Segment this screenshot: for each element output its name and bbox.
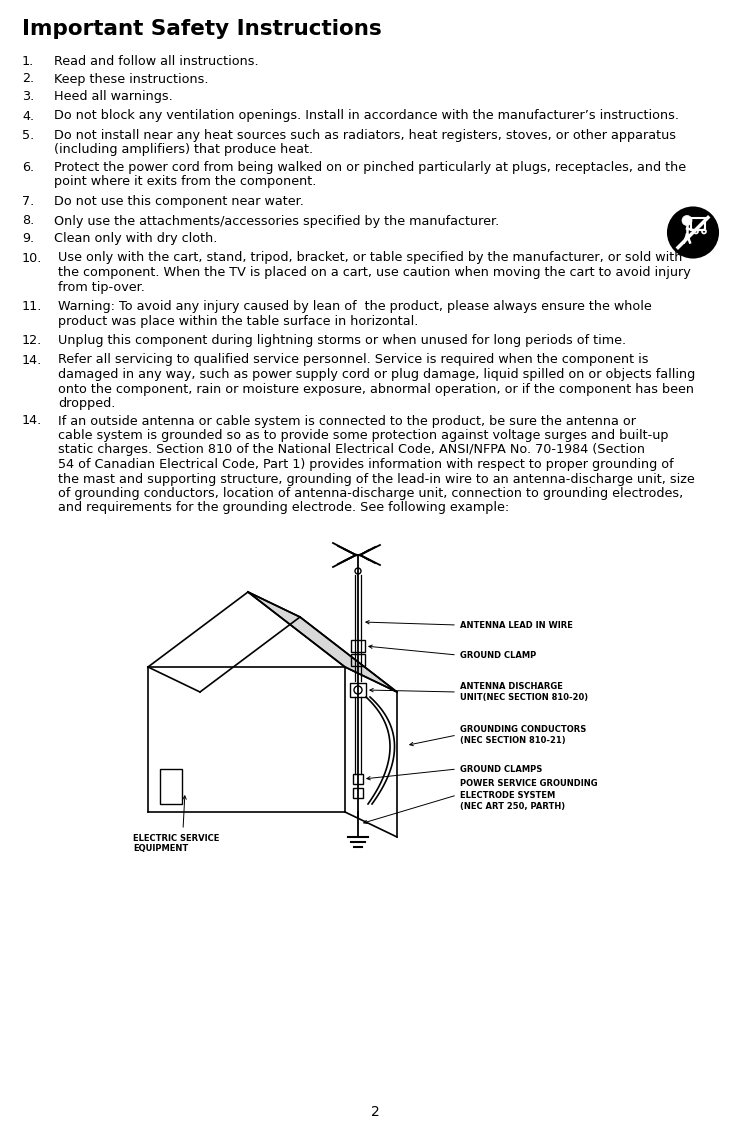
Text: 10.: 10. — [22, 252, 42, 264]
Text: the component. When the TV is placed on a cart, use caution when moving the cart: the component. When the TV is placed on … — [58, 266, 691, 279]
Text: damaged in any way, such as power supply cord or plug damage, liquid spilled on : damaged in any way, such as power supply… — [58, 369, 695, 381]
Text: 2: 2 — [370, 1105, 380, 1119]
Text: product was place within the table surface in horizontal.: product was place within the table surfa… — [58, 314, 419, 328]
Text: 2.: 2. — [22, 73, 34, 85]
Text: dropped.: dropped. — [58, 397, 116, 411]
Bar — [351, 640, 365, 652]
Text: Do not block any ventilation openings. Install in accordance with the manufactur: Do not block any ventilation openings. I… — [54, 110, 679, 122]
Bar — [691, 218, 705, 229]
Bar — [353, 788, 363, 798]
Text: Do not use this component near water.: Do not use this component near water. — [54, 195, 304, 208]
Text: Heed all warnings.: Heed all warnings. — [54, 90, 173, 103]
Text: Unplug this component during lightning storms or when unused for long periods of: Unplug this component during lightning s… — [58, 335, 626, 347]
Text: Read and follow all instructions.: Read and follow all instructions. — [54, 56, 259, 68]
Text: ELECTRIC SERVICE
EQUIPMENT: ELECTRIC SERVICE EQUIPMENT — [133, 833, 219, 854]
Text: ANTENNA LEAD IN WIRE: ANTENNA LEAD IN WIRE — [460, 620, 573, 629]
Text: 1.: 1. — [22, 56, 34, 68]
Circle shape — [668, 208, 718, 257]
Bar — [353, 775, 363, 784]
Text: 3.: 3. — [22, 90, 34, 103]
Text: 6.: 6. — [22, 161, 34, 174]
Text: from tip-over.: from tip-over. — [58, 280, 145, 294]
Text: cable system is grounded so as to provide some protection against voltage surges: cable system is grounded so as to provid… — [58, 429, 668, 442]
Text: Keep these instructions.: Keep these instructions. — [54, 73, 208, 85]
Text: Warning: To avoid any injury caused by lean of  the product, please always ensur: Warning: To avoid any injury caused by l… — [58, 301, 652, 313]
Text: 9.: 9. — [22, 232, 34, 245]
Text: 5.: 5. — [22, 129, 34, 142]
Text: 7.: 7. — [22, 195, 34, 208]
Text: ANTENNA DISCHARGE
UNIT(NEC SECTION 810-20): ANTENNA DISCHARGE UNIT(NEC SECTION 810-2… — [460, 682, 588, 702]
Text: 14.: 14. — [22, 415, 42, 428]
Text: Do not install near any heat sources such as radiators, heat registers, stoves, : Do not install near any heat sources suc… — [54, 129, 676, 142]
Bar — [160, 769, 182, 804]
Text: 11.: 11. — [22, 301, 42, 313]
Text: GROUNDING CONDUCTORS
(NEC SECTION 810-21): GROUNDING CONDUCTORS (NEC SECTION 810-21… — [460, 725, 586, 745]
Text: 8.: 8. — [22, 214, 34, 228]
Text: 12.: 12. — [22, 335, 42, 347]
Text: 54 of Canadian Electrical Code, Part 1) provides information with respect to pro: 54 of Canadian Electrical Code, Part 1) … — [58, 458, 674, 471]
Text: GROUND CLAMP: GROUND CLAMP — [460, 651, 536, 660]
Text: Only use the attachments/accessories specified by the manufacturer.: Only use the attachments/accessories spe… — [54, 214, 500, 228]
Text: Use only with the cart, stand, tripod, bracket, or table specified by the manufa: Use only with the cart, stand, tripod, b… — [58, 252, 682, 264]
Text: (including amplifiers) that produce heat.: (including amplifiers) that produce heat… — [54, 144, 314, 156]
Text: GROUND CLAMPS: GROUND CLAMPS — [460, 764, 542, 773]
Text: If an outside antenna or cable system is connected to the product, be sure the a: If an outside antenna or cable system is… — [58, 415, 636, 428]
Text: 14.: 14. — [22, 354, 42, 366]
Text: Protect the power cord from being walked on or pinched particularly at plugs, re: Protect the power cord from being walked… — [54, 161, 686, 174]
Text: onto the component, rain or moisture exposure, abnormal operation, or if the com: onto the component, rain or moisture exp… — [58, 382, 694, 396]
Text: of grounding conductors, location of antenna-discharge unit, connection to groun: of grounding conductors, location of ant… — [58, 486, 683, 500]
Polygon shape — [248, 592, 397, 692]
Bar — [351, 654, 365, 666]
Text: Refer all servicing to qualified service personnel. Service is required when the: Refer all servicing to qualified service… — [58, 354, 649, 366]
Text: 4.: 4. — [22, 110, 34, 122]
Circle shape — [682, 215, 692, 226]
Bar — [350, 683, 366, 697]
Text: the mast and supporting structure, grounding of the lead-in wire to an antenna-d: the mast and supporting structure, groun… — [58, 473, 695, 485]
Text: Clean only with dry cloth.: Clean only with dry cloth. — [54, 232, 217, 245]
Text: point where it exits from the component.: point where it exits from the component. — [54, 176, 316, 188]
Text: Important Safety Instructions: Important Safety Instructions — [22, 19, 382, 39]
Text: and requirements for the grounding electrode. See following example:: and requirements for the grounding elect… — [58, 501, 509, 515]
Text: POWER SERVICE GROUNDING
ELECTRODE SYSTEM
(NEC ART 250, PARTH): POWER SERVICE GROUNDING ELECTRODE SYSTEM… — [460, 779, 598, 811]
Text: static charges. Section 810 of the National Electrical Code, ANSI/NFPA No. 70-19: static charges. Section 810 of the Natio… — [58, 443, 645, 457]
